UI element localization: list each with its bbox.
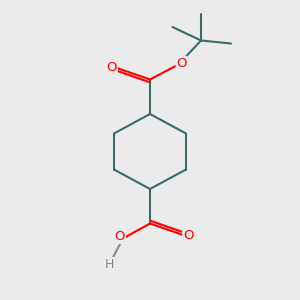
Text: O: O: [107, 61, 117, 74]
Text: O: O: [115, 230, 125, 244]
Text: H: H: [105, 257, 114, 271]
Text: O: O: [183, 229, 194, 242]
Text: O: O: [176, 56, 187, 70]
